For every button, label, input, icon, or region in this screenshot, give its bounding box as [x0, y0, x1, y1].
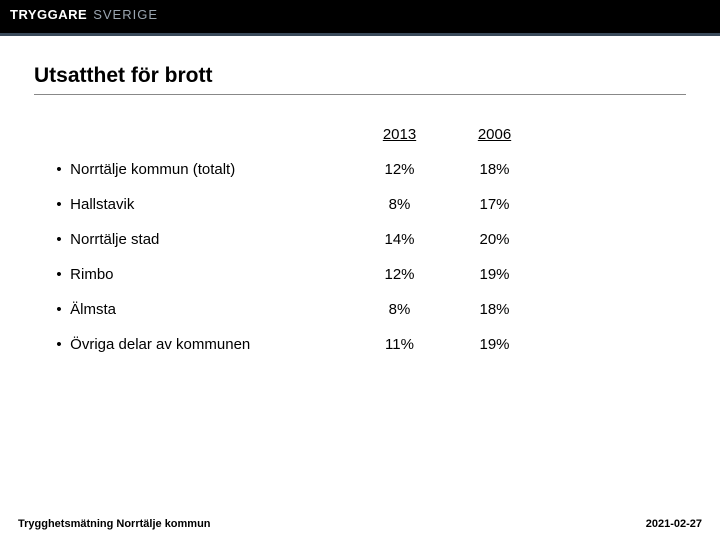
- row-label-cell: • Norrtälje stad: [52, 222, 352, 257]
- row-label: Norrtälje kommun (totalt): [70, 161, 235, 178]
- row-value-2006: 18%: [447, 152, 542, 187]
- row-value-2006: 20%: [447, 222, 542, 257]
- row-label: Rimbo: [70, 266, 113, 283]
- table-header-empty: [52, 117, 352, 152]
- data-table: 2013 2006 • Norrtälje kommun (totalt)12%…: [52, 117, 542, 362]
- row-label-cell: • Hallstavik: [52, 187, 352, 222]
- row-value-2006: 19%: [447, 327, 542, 362]
- row-label: Övriga delar av kommunen: [70, 336, 250, 353]
- table-row: • Norrtälje kommun (totalt)12%18%: [52, 152, 542, 187]
- logo-text-primary: TRYGGARE: [10, 7, 87, 22]
- content-area: Utsatthet för brott 2013 2006 • Norrtälj…: [0, 36, 720, 362]
- row-label: Hallstavik: [70, 196, 134, 213]
- table-header-col1: 2013: [352, 117, 447, 152]
- footer: Trygghetsmätning Norrtälje kommun 2021-0…: [0, 518, 720, 530]
- footer-date: 2021-02-27: [646, 518, 702, 530]
- row-value-2013: 8%: [352, 187, 447, 222]
- logo-text-secondary: SVERIGE: [93, 7, 158, 22]
- row-label-cell: • Norrtälje kommun (totalt): [52, 152, 352, 187]
- table-row: • Rimbo12%19%: [52, 257, 542, 292]
- table-row: • Hallstavik8%17%: [52, 187, 542, 222]
- table-header-col2: 2006: [447, 117, 542, 152]
- row-value-2013: 11%: [352, 327, 447, 362]
- row-value-2006: 17%: [447, 187, 542, 222]
- logo: TRYGGARE SVERIGE: [10, 7, 158, 22]
- page-title: Utsatthet för brott: [34, 64, 686, 95]
- header-bar: TRYGGARE SVERIGE: [0, 0, 720, 36]
- table-header-row: 2013 2006: [52, 117, 542, 152]
- table-container: 2013 2006 • Norrtälje kommun (totalt)12%…: [34, 117, 686, 362]
- row-label: Norrtälje stad: [70, 231, 159, 248]
- bullet-icon: •: [52, 336, 66, 353]
- table-row: • Övriga delar av kommunen11%19%: [52, 327, 542, 362]
- row-value-2006: 18%: [447, 292, 542, 327]
- table-row: • Älmsta8%18%: [52, 292, 542, 327]
- footer-left-text: Trygghetsmätning Norrtälje kommun: [18, 518, 211, 530]
- table-row: • Norrtälje stad14%20%: [52, 222, 542, 257]
- row-value-2013: 14%: [352, 222, 447, 257]
- bullet-icon: •: [52, 161, 66, 178]
- row-value-2013: 12%: [352, 152, 447, 187]
- bullet-icon: •: [52, 301, 66, 318]
- row-value-2006: 19%: [447, 257, 542, 292]
- bullet-icon: •: [52, 231, 66, 248]
- row-label-cell: • Rimbo: [52, 257, 352, 292]
- row-label-cell: • Älmsta: [52, 292, 352, 327]
- row-value-2013: 8%: [352, 292, 447, 327]
- bullet-icon: •: [52, 196, 66, 213]
- row-label: Älmsta: [70, 301, 116, 318]
- row-label-cell: • Övriga delar av kommunen: [52, 327, 352, 362]
- row-value-2013: 12%: [352, 257, 447, 292]
- bullet-icon: •: [52, 266, 66, 283]
